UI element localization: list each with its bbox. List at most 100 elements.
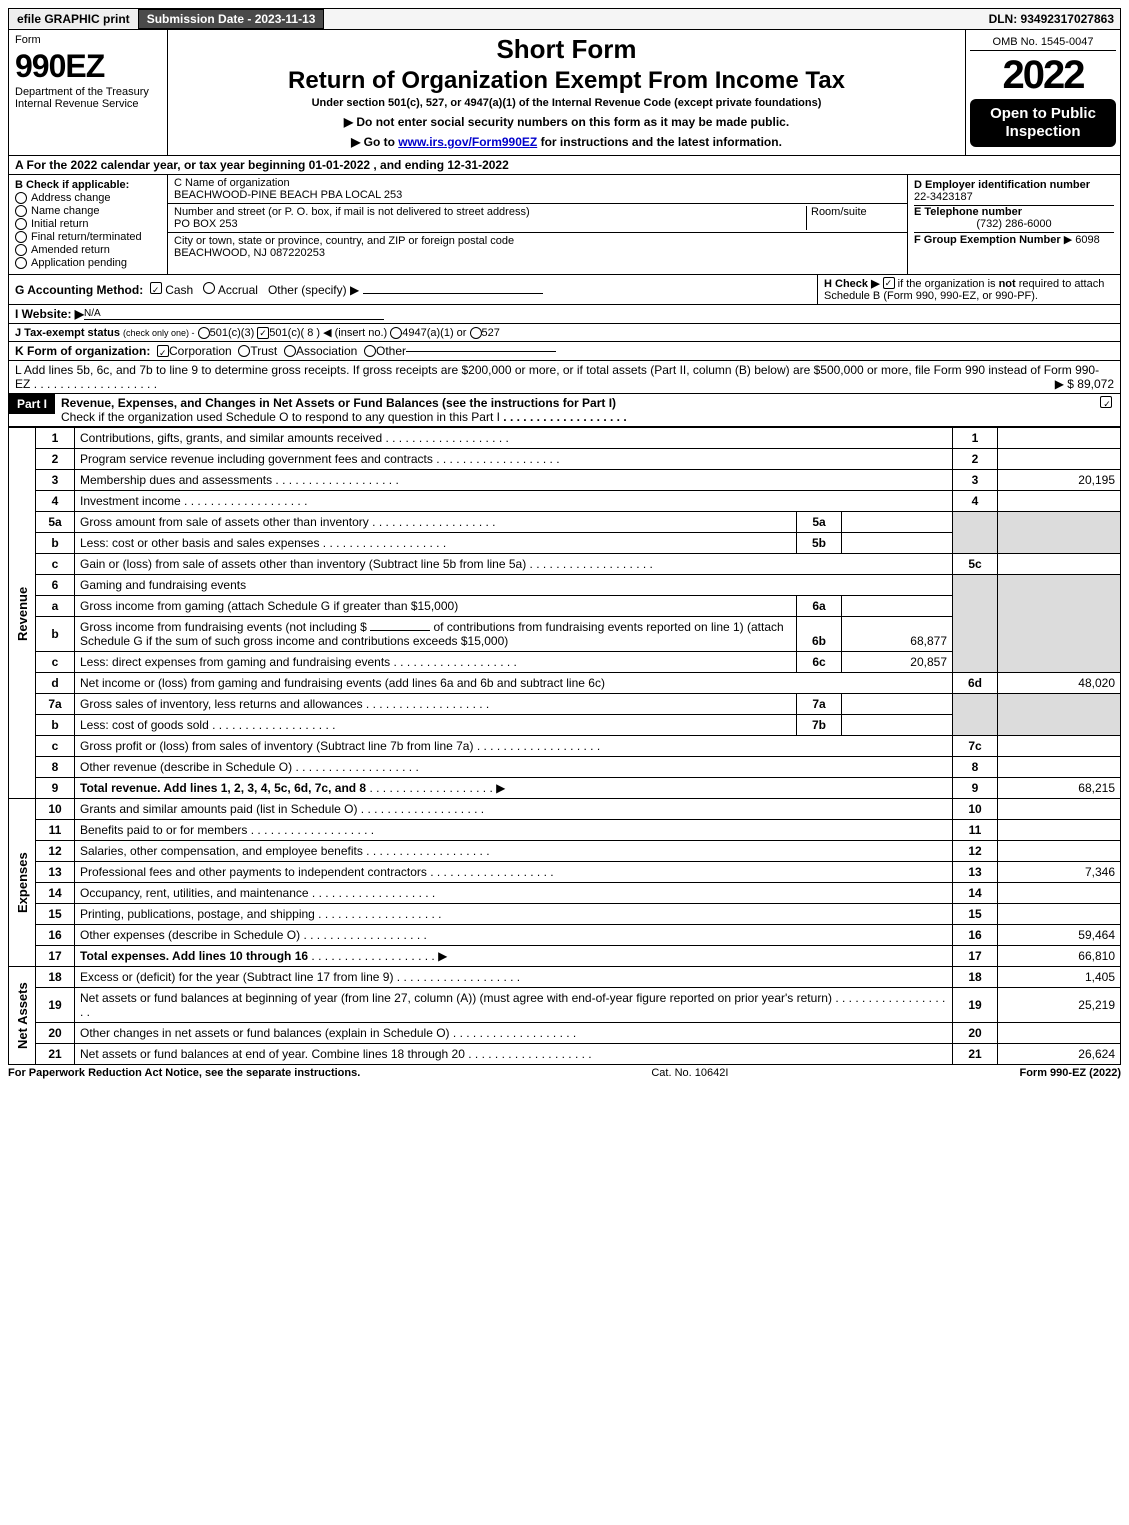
irs-link[interactable]: www.irs.gov/Form990EZ: [398, 135, 537, 149]
line-rnum: 14: [953, 883, 998, 904]
contrib-amount-input[interactable]: [370, 630, 430, 631]
lines-table: Revenue 1 Contributions, gifts, grants, …: [8, 427, 1121, 1065]
line-rval: 1,405: [998, 967, 1121, 988]
city-label: City or town, state or province, country…: [174, 235, 901, 247]
form-number: 990EZ: [15, 50, 161, 82]
city-value: BEACHWOOD, NJ 087220253: [174, 247, 901, 259]
dots-icon: [465, 1047, 592, 1061]
line-rval: 25,219: [998, 988, 1121, 1023]
group-exempt-label: F Group Exemption Number: [914, 234, 1061, 246]
row-g-h: G Accounting Method: Cash Accrual Other …: [8, 275, 1121, 305]
line-4: 4Investment income 4: [9, 491, 1121, 512]
top-bar-left: efile GRAPHIC print Submission Date - 20…: [9, 9, 324, 29]
dept-label: Department of the Treasury Internal Reve…: [15, 86, 161, 110]
row-j: J Tax-exempt status (check only one) - 5…: [8, 324, 1121, 342]
line-rnum: 5c: [953, 554, 998, 575]
dots-icon: [209, 718, 336, 732]
checkbox-icon: [15, 231, 27, 243]
chk-initial-return[interactable]: Initial return: [15, 218, 161, 230]
opt-527: 527: [482, 327, 500, 339]
line-5c: cGain or (loss) from sale of assets othe…: [9, 554, 1121, 575]
line-3: 3Membership dues and assessments 320,195: [9, 470, 1121, 491]
instruction-2: ▶ Go to www.irs.gov/Form990EZ for instru…: [174, 135, 959, 149]
line-11: 11Benefits paid to or for members11: [9, 820, 1121, 841]
h-label: H Check ▶: [824, 278, 880, 290]
line-rval: 59,464: [998, 925, 1121, 946]
dots-icon: [308, 949, 435, 963]
line-desc: Gain or (loss) from sale of assets other…: [80, 557, 526, 571]
line-desc: Less: cost of goods sold: [80, 718, 209, 732]
part1-sub: Check if the organization used Schedule …: [61, 410, 500, 424]
line-rval: [998, 904, 1121, 925]
dots-icon: [309, 886, 436, 900]
chk-4947[interactable]: [390, 327, 402, 339]
line-rnum: 21: [953, 1044, 998, 1065]
part1-schedule-o-check[interactable]: [1092, 394, 1120, 413]
line-desc: Investment income: [80, 494, 181, 508]
dots-icon: [393, 970, 520, 984]
row-l: L Add lines 5b, 6c, and 7b to line 9 to …: [8, 361, 1121, 394]
org-name-value: BEACHWOOD-PINE BEACH PBA LOCAL 253: [174, 189, 901, 201]
other-specify-input[interactable]: [363, 293, 543, 294]
line-desc: Gross income from gaming (attach Schedul…: [75, 596, 797, 616]
chk-527[interactable]: [470, 327, 482, 339]
line-rval: [998, 757, 1121, 778]
footer-mid: Cat. No. 10642I: [651, 1067, 728, 1079]
line-desc: Salaries, other compensation, and employ…: [80, 844, 363, 858]
line-desc: Total revenue. Add lines 1, 2, 3, 4, 5c,…: [80, 781, 366, 795]
chk-501c[interactable]: [257, 327, 269, 339]
line-1: Revenue 1 Contributions, gifts, grants, …: [9, 428, 1121, 449]
line-rnum: 12: [953, 841, 998, 862]
opt-501c: 501(c)( 8 ) ◀ (insert no.): [269, 326, 387, 339]
phone-label: E Telephone number: [914, 206, 1114, 218]
chk-trust[interactable]: [238, 345, 250, 357]
chk-other-org[interactable]: [364, 345, 376, 357]
line-13: 13Professional fees and other payments t…: [9, 862, 1121, 883]
dots-icon: [369, 515, 496, 529]
line-subnum: 5b: [797, 533, 842, 553]
chk-corporation[interactable]: [157, 345, 169, 357]
phone-value: (732) 286-6000: [914, 218, 1114, 233]
col-c: C Name of organization BEACHWOOD-PINE BE…: [168, 175, 907, 274]
street-value: PO BOX 253: [174, 218, 806, 230]
line-6d: dNet income or (loss) from gaming and fu…: [9, 673, 1121, 694]
line-subval: [842, 694, 953, 714]
dln-label: DLN: 93492317027863: [989, 12, 1120, 26]
chk-name-change[interactable]: Name change: [15, 205, 161, 217]
b-label: B Check if applicable:: [15, 179, 161, 191]
line-subval: [842, 596, 953, 616]
header-right: OMB No. 1545-0047 2022 Open to Public In…: [965, 30, 1120, 155]
chk-address-change[interactable]: Address change: [15, 192, 161, 204]
line-17: 17Total expenses. Add lines 10 through 1…: [9, 946, 1121, 967]
chk-501c3[interactable]: [198, 327, 210, 339]
line-20: 20Other changes in net assets or fund ba…: [9, 1023, 1121, 1044]
line-subval: 20,857: [842, 652, 953, 672]
chk-final-return[interactable]: Final return/terminated: [15, 231, 161, 243]
line-desc-1: Gross income from fundraising events (no…: [80, 620, 367, 634]
chk-addr-label: Address change: [31, 192, 111, 204]
line-desc: Grants and similar amounts paid (list in…: [80, 802, 357, 816]
chk-accrual[interactable]: [203, 282, 215, 294]
other-org-input[interactable]: [406, 351, 556, 352]
chk-application-pending[interactable]: Application pending: [15, 257, 161, 269]
chk-app-label: Application pending: [31, 257, 127, 269]
j-label: J Tax-exempt status: [15, 327, 120, 339]
line-21: 21Net assets or fund balances at end of …: [9, 1044, 1121, 1065]
efile-print-button[interactable]: efile GRAPHIC print: [9, 10, 138, 28]
line-19: 19Net assets or fund balances at beginni…: [9, 988, 1121, 1023]
chk-cash[interactable]: [150, 282, 162, 294]
dots-icon: [390, 655, 517, 669]
line-rval: 20,195: [998, 470, 1121, 491]
dots-icon: [181, 494, 308, 508]
chk-schedule-b[interactable]: [883, 277, 895, 289]
i-label: I Website: ▶: [15, 307, 84, 321]
accounting-method: G Accounting Method: Cash Accrual Other …: [15, 282, 817, 297]
chk-association[interactable]: [284, 345, 296, 357]
checkbox-icon: [15, 257, 27, 269]
line-desc: Less: direct expenses from gaming and fu…: [80, 655, 390, 669]
line-rnum: 7c: [953, 736, 998, 757]
checkbox-icon: [15, 218, 27, 230]
line-desc: Program service revenue including govern…: [80, 452, 433, 466]
line-5a: 5a Gross amount from sale of assets othe…: [9, 512, 1121, 533]
chk-amended-return[interactable]: Amended return: [15, 244, 161, 256]
